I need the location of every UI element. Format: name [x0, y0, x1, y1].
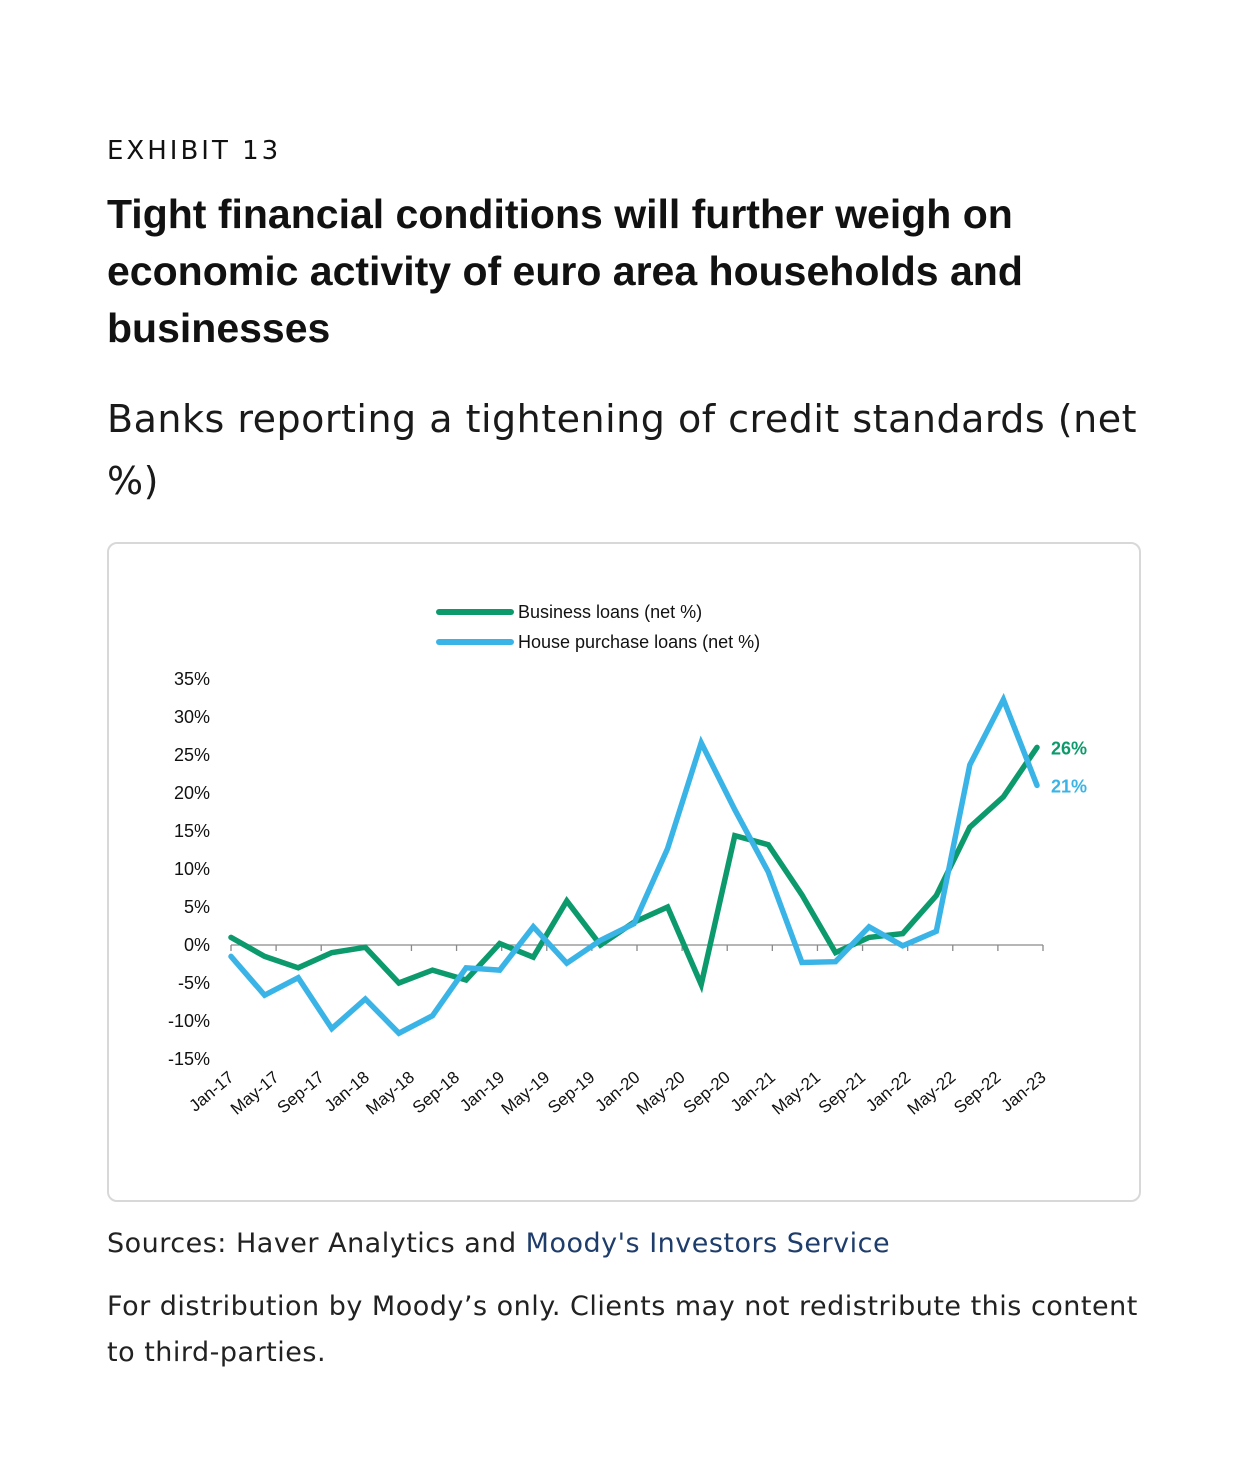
y-tick-label: 30% [174, 707, 210, 727]
business-loans-end-label: 26% [1051, 738, 1087, 758]
house-purchase-loans-end-label: 21% [1051, 776, 1087, 796]
sources-line: Sources: Haver Analytics and Moody's Inv… [107, 1228, 890, 1259]
chart-subtitle: Banks reporting a tightening of credit s… [107, 397, 1137, 503]
y-axis: 35% 30% 25% 20% 15% 10% 5% 0% -5% -10% -15% [168, 669, 210, 1069]
x-tick-label: Sep-21 [815, 1068, 869, 1118]
y-tick-label: -10% [168, 1011, 210, 1031]
x-tick-label: Jan-23 [998, 1068, 1050, 1116]
x-tick-label: May-18 [362, 1068, 418, 1119]
x-tick-label: Sep-20 [680, 1068, 734, 1118]
x-tick-label: May-19 [498, 1068, 554, 1119]
x-tick-label: Sep-17 [274, 1068, 328, 1118]
sources-prefix: Sources: Haver Analytics and [107, 1228, 526, 1259]
x-tick-label: May-22 [904, 1068, 960, 1119]
x-tick-label: Sep-22 [950, 1068, 1004, 1118]
legend-label-house: House purchase loans (net %) [518, 632, 760, 652]
x-tick-label: May-17 [227, 1068, 283, 1119]
y-tick-label: 0% [184, 935, 210, 955]
x-tick-label: May-21 [768, 1068, 824, 1119]
y-tick-label: 5% [184, 897, 210, 917]
y-tick-label: -5% [178, 973, 210, 993]
y-tick-label: 35% [174, 669, 210, 689]
house-purchase-loans-line [228, 692, 1040, 1037]
x-tick-label: Sep-18 [409, 1068, 463, 1118]
x-axis: Jan-17May-17Sep-17Jan-18May-18Sep-18Jan-… [186, 944, 1050, 1119]
x-tick-label: May-20 [633, 1068, 689, 1119]
exhibit-label: EXHIBIT 13 [107, 136, 282, 166]
legend-label-business: Business loans (net %) [518, 602, 702, 622]
end-labels: 26% 21% [1051, 738, 1087, 796]
y-tick-label: -15% [168, 1049, 210, 1069]
distribution-note: For distribution by Moody’s only. Client… [107, 1291, 1138, 1368]
business-loans-line [228, 744, 1040, 994]
x-tick-label: Sep-19 [544, 1068, 598, 1118]
sources-link[interactable]: Moody's Investors Service [525, 1228, 891, 1259]
chart-card: Business loans (net %) House purchase loa… [107, 542, 1141, 1202]
series-lines [228, 692, 1040, 1037]
line-chart: Business loans (net %) House purchase loa… [168, 602, 1087, 1119]
y-tick-label: 20% [174, 783, 210, 803]
y-tick-label: 15% [174, 821, 210, 841]
legend: Business loans (net %) House purchase loa… [436, 602, 760, 652]
y-tick-label: 10% [174, 859, 210, 879]
y-tick-label: 25% [174, 745, 210, 765]
headline: Tight financial conditions will further … [107, 191, 1023, 351]
